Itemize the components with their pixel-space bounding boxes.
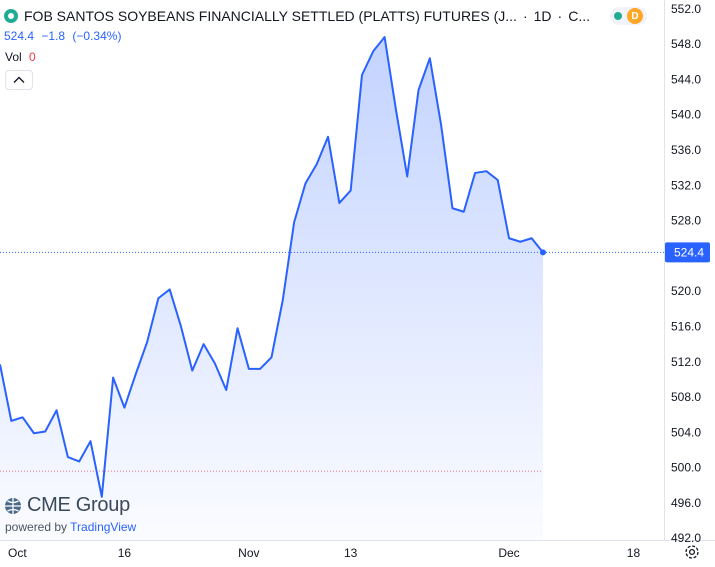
time-axis[interactable]: Oct 16 Nov 13 Dec 18 bbox=[8, 546, 640, 560]
x-tick-label: Nov bbox=[238, 546, 259, 560]
price-area bbox=[0, 37, 543, 541]
y-tick-label: 544.0 bbox=[671, 72, 701, 86]
y-tick-label: 508.0 bbox=[671, 390, 701, 404]
logo-text: CME Group bbox=[27, 494, 130, 516]
y-tick-label: 536.0 bbox=[671, 143, 701, 157]
ohlc-values: 524.4 −1.8 (−0.34%) bbox=[4, 29, 125, 43]
cme-globe-icon bbox=[5, 497, 21, 514]
price-line bbox=[0, 36, 546, 498]
title-separator-1: · bbox=[522, 8, 528, 24]
symbol-title[interactable]: FOB SANTOS SOYBEANS FINANCIALLY SETTLED … bbox=[24, 8, 517, 24]
interval-label[interactable]: 1D bbox=[533, 8, 552, 24]
y-tick-label: 548.0 bbox=[671, 37, 701, 51]
y-tick-label: 512.0 bbox=[671, 355, 701, 369]
y-tick-label: 540.0 bbox=[671, 108, 701, 122]
powered-by-label: powered by bbox=[5, 520, 68, 534]
chart-legend-title: FOB SANTOS SOYBEANS FINANCIALLY SETTLED … bbox=[4, 5, 659, 27]
y-tick-label: 520.0 bbox=[671, 284, 701, 298]
x-tick-label: Dec bbox=[498, 546, 519, 560]
cme-group-logo[interactable]: CME Group bbox=[4, 494, 130, 517]
x-tick-label: 13 bbox=[344, 546, 358, 560]
symbol-status-icon bbox=[4, 9, 18, 23]
y-tick-label: 516.0 bbox=[671, 319, 701, 333]
title-separator-2: · bbox=[557, 8, 563, 24]
x-tick-label: Oct bbox=[8, 546, 27, 560]
price-axis[interactable]: 492.0 496.0 500.0 504.0 508.0 512.0 516.0 520.0… bbox=[671, 2, 701, 545]
volume-legend: Vol 0 bbox=[5, 50, 36, 64]
axis-background bbox=[0, 0, 715, 541]
last-price-label-box bbox=[665, 242, 710, 263]
exchange-label[interactable]: C... bbox=[568, 8, 590, 24]
market-status-pill[interactable]: D bbox=[609, 7, 647, 25]
tradingview-link[interactable]: TradingView bbox=[70, 520, 137, 534]
delayed-data-badge: D bbox=[626, 8, 643, 24]
market-open-dot-icon bbox=[613, 12, 622, 20]
y-tick-label: 552.0 bbox=[671, 2, 701, 16]
last-point-marker bbox=[539, 249, 546, 256]
collapse-chevron-icon bbox=[13, 76, 25, 83]
price-change-percent: (−0.34%) bbox=[72, 29, 122, 43]
x-tick-label: 16 bbox=[118, 546, 132, 560]
last-price-value: 524.4 bbox=[4, 29, 35, 43]
y-tick-label: 528.0 bbox=[671, 214, 701, 228]
volume-label: Vol bbox=[5, 50, 22, 64]
y-tick-label: 504.0 bbox=[671, 425, 701, 439]
area-fill bbox=[0, 37, 543, 541]
price-change-value: −1.8 bbox=[41, 29, 66, 43]
volume-value: 0 bbox=[29, 50, 36, 64]
y-tick-label: 492.0 bbox=[671, 531, 701, 545]
last-price-label: 524.4 bbox=[665, 242, 710, 263]
last-price-label-text: 524.4 bbox=[674, 245, 704, 259]
x-tick-label: 18 bbox=[627, 546, 641, 560]
y-tick-label: 496.0 bbox=[671, 496, 701, 510]
settings-gear-icon[interactable] bbox=[684, 544, 700, 560]
powered-by[interactable]: powered by TradingView bbox=[5, 520, 136, 534]
legend-collapse-button[interactable] bbox=[5, 70, 33, 90]
y-tick-label: 500.0 bbox=[671, 461, 701, 475]
y-tick-label: 532.0 bbox=[671, 178, 701, 192]
